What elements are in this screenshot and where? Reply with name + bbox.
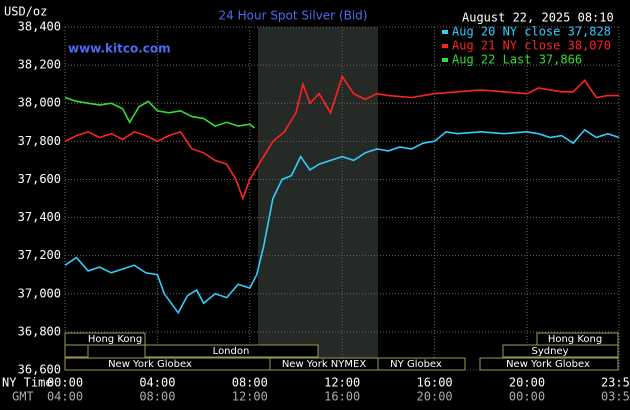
x2-tick-label: 04:00 <box>47 390 83 404</box>
website: www.kitco.com <box>68 42 171 56</box>
session-shade <box>258 27 378 370</box>
legend-swatch <box>442 30 448 34</box>
series-line <box>64 96 255 129</box>
session-box <box>64 332 146 346</box>
y-tick-label: 37,200 <box>18 248 61 262</box>
x-tick-label: 23:59 <box>601 376 630 390</box>
y-tick-label: 36,600 <box>18 363 61 377</box>
y-tick-label: 37,000 <box>18 286 61 300</box>
y-tick-label: 37,800 <box>18 134 61 148</box>
x2-axis-label: GMT <box>12 390 34 404</box>
session-label: Hong Kong <box>88 334 142 345</box>
series-line <box>64 128 620 315</box>
session-label: London <box>213 346 250 357</box>
y-tick-label: 37,400 <box>18 210 61 224</box>
session-box <box>144 344 319 358</box>
session-label: Sydney <box>531 346 568 357</box>
x-tick-label: 20:00 <box>509 376 545 390</box>
y-tick-label: 38,400 <box>18 20 61 34</box>
y-tick-label: 38,000 <box>18 96 61 110</box>
chart-title: 24 Hour Spot Silver (Bid) <box>219 9 368 23</box>
session-label: New York NYMEX <box>282 359 367 370</box>
session-label: New York Globex <box>108 359 192 370</box>
series-line <box>64 74 619 201</box>
y-tick-label: 36,800 <box>18 324 61 338</box>
x-tick-label: 04:00 <box>139 376 175 390</box>
session-label: Hong Kong <box>548 334 602 345</box>
sessions: Hong Kong London New York Globex New Yor… <box>64 332 619 371</box>
legend-label: Aug 21 NY close 38,070 <box>452 39 611 53</box>
grid <box>64 26 620 371</box>
x-tick-label: 12:00 <box>324 376 360 390</box>
x2-tick-label: 12:00 <box>232 390 268 404</box>
y-tick-label: 38,200 <box>18 58 61 72</box>
x2-tick-label: 00:00 <box>509 390 545 404</box>
session-box <box>479 357 619 371</box>
session-box <box>502 344 619 358</box>
y-axis-label: USD/oz <box>4 5 47 19</box>
x-tick-label: 16:00 <box>417 376 453 390</box>
x2-tick-label: 08:00 <box>139 390 175 404</box>
session-label: New York Globex <box>506 359 590 370</box>
x-tick-label: 08:00 <box>232 376 268 390</box>
x-tick-label: 00:00 <box>47 376 83 390</box>
x2-tick-label: 03:59 <box>601 390 630 404</box>
x2-tick-label: 20:00 <box>417 390 453 404</box>
timestamp: August 22, 2025 08:10 <box>462 11 614 25</box>
session-box <box>377 357 466 371</box>
session-box <box>64 344 89 358</box>
y-tick-label: 37,600 <box>18 172 61 186</box>
legend-swatch <box>442 44 448 48</box>
x2-tick-label: 16:00 <box>324 390 360 404</box>
legend-swatch <box>442 58 448 62</box>
x-axis-label: NY Time <box>2 376 53 390</box>
legend-label: Aug 20 NY close 37,828 <box>452 25 611 39</box>
legend-label: Aug 22 Last 37,866 <box>452 53 582 67</box>
session-label: NY Globex <box>390 359 442 370</box>
